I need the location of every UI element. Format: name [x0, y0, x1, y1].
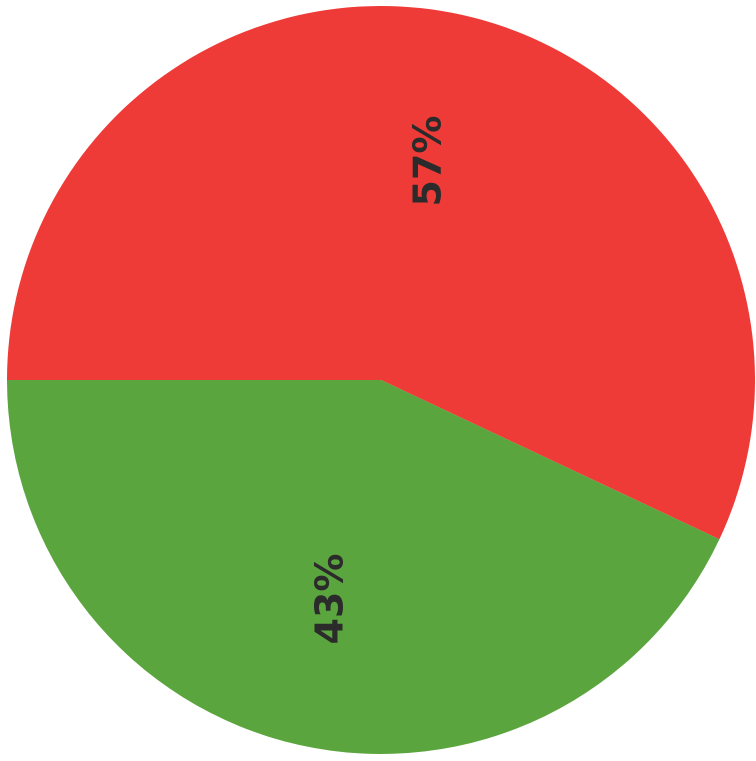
pie-slice: [7, 380, 720, 754]
slice-label: 43%: [308, 554, 352, 645]
slice-label: 57%: [405, 116, 449, 207]
pie-slice: [7, 5, 755, 540]
